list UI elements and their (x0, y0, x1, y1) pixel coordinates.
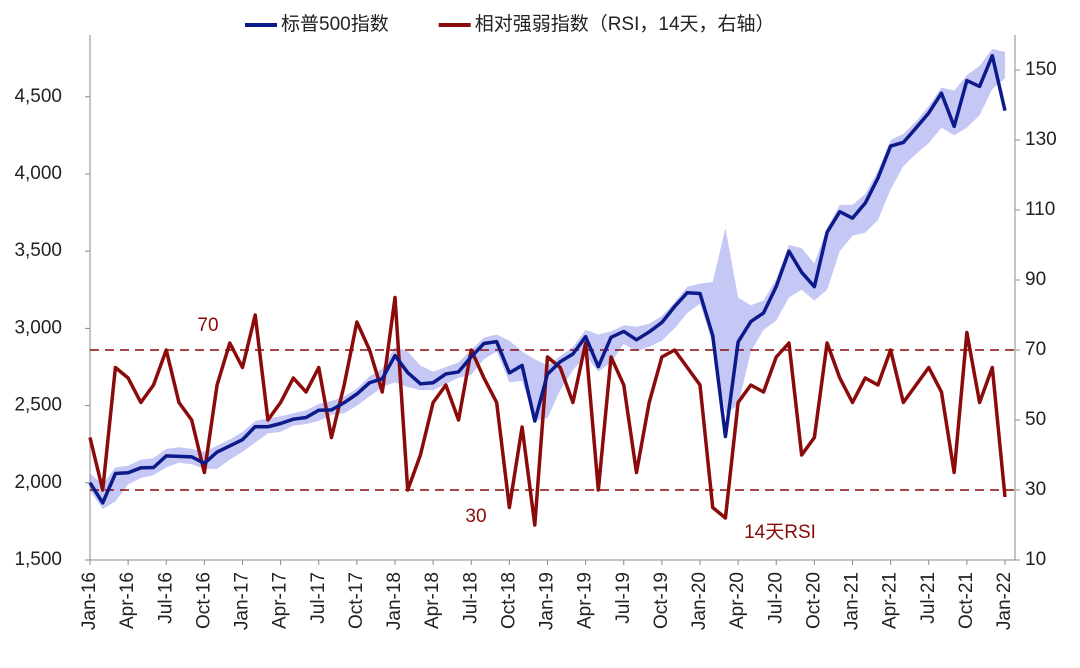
x-tick-label: Jan-16 (79, 572, 100, 630)
band-area (90, 48, 1005, 510)
y2-tick-label: 70 (1025, 339, 1046, 360)
legend-label: 相对强弱指数（RSI，14天，右轴） (475, 13, 775, 35)
x-tick-label: Apr-19 (575, 572, 596, 629)
x-tick-label: Jan-19 (537, 572, 558, 630)
y2-tick-label: 30 (1025, 479, 1046, 500)
x-tick-label: Apr-16 (117, 572, 138, 629)
annotation: 30 (465, 506, 486, 527)
y-tick-label: 4,000 (14, 163, 62, 184)
x-tick-label: Apr-18 (422, 572, 443, 629)
y2-tick-label: 130 (1025, 129, 1057, 150)
y-tick-label: 3,500 (14, 240, 62, 261)
legend-label: 标普500指数 (281, 13, 389, 35)
x-tick-label: Oct-18 (498, 572, 519, 629)
x-tick-label: Oct-21 (956, 572, 977, 629)
x-tick-label: Jan-18 (384, 572, 405, 630)
y2-tick-label: 10 (1025, 549, 1046, 570)
x-tick-label: Jul-19 (613, 572, 634, 624)
x-tick-label: Jul-17 (308, 572, 329, 624)
x-tick-label: Jan-20 (689, 572, 710, 630)
x-tick-label: Jul-21 (918, 572, 939, 624)
y-tick-label: 2,500 (14, 395, 62, 416)
y-tick-label: 4,500 (14, 86, 62, 107)
x-tick-label: Apr-17 (270, 572, 291, 629)
y-tick-label: 3,000 (14, 317, 62, 338)
annotation: 14天RSI (744, 522, 816, 543)
y2-tick-label: 150 (1025, 59, 1057, 80)
x-tick-label: Jan-21 (842, 572, 863, 630)
x-tick-label: Jan-17 (232, 572, 253, 630)
x-tick-label: Oct-19 (651, 572, 672, 629)
x-tick-label: Oct-16 (193, 572, 214, 629)
x-tick-label: Jul-18 (460, 572, 481, 624)
x-tick-label: Oct-20 (803, 572, 824, 629)
y2-tick-label: 110 (1025, 199, 1055, 220)
series-line (88, 295, 1007, 527)
x-tick-label: Oct-17 (346, 572, 367, 629)
x-tick-label: Jul-16 (155, 572, 176, 624)
y-tick-label: 2,000 (14, 472, 62, 493)
annotation: 70 (197, 315, 218, 336)
series-line (88, 53, 1007, 505)
y-tick-label: 1,500 (14, 549, 62, 570)
x-tick-label: Apr-20 (727, 572, 748, 629)
x-tick-label: Jul-20 (765, 572, 786, 624)
x-tick-label: Jan-22 (994, 572, 1015, 630)
x-tick-label: Apr-21 (880, 572, 901, 629)
y2-tick-label: 50 (1025, 409, 1046, 430)
y2-tick-label: 90 (1025, 269, 1046, 290)
